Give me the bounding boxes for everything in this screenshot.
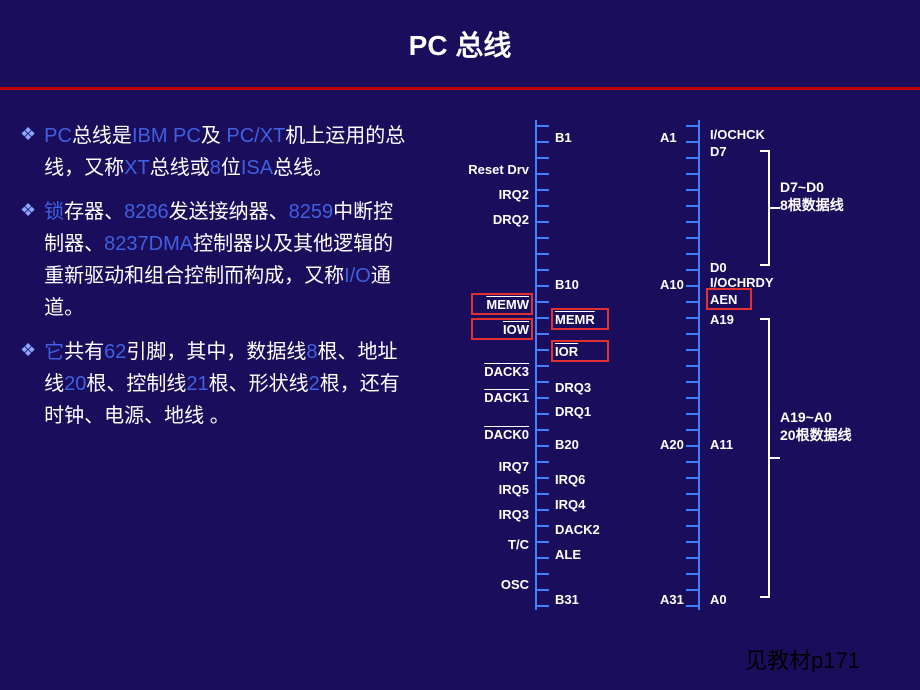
highlight-box xyxy=(551,340,609,362)
pin-label: OSC xyxy=(501,577,529,592)
pin-label: D7 xyxy=(710,144,727,159)
highlight-box xyxy=(471,318,533,340)
footer-ref: 见教材p171 xyxy=(745,643,860,675)
pin-label: A19 xyxy=(710,312,734,327)
pin-label: IRQ2 xyxy=(499,187,529,202)
pin-label: DACK0 xyxy=(484,427,529,442)
bullet-text: PC总线是IBM PC及 PC/XT机上运用的总线，又称XT总线或8位ISA总线… xyxy=(44,120,410,184)
pin-label: B1 xyxy=(555,130,572,145)
pin-label: B10 xyxy=(555,277,579,292)
bullet-icon: ❖ xyxy=(20,196,36,324)
bullet-icon: ❖ xyxy=(20,120,36,184)
pin-label: D0 xyxy=(710,260,727,275)
pin-label: IRQ3 xyxy=(499,507,529,522)
pin-label: IRQ7 xyxy=(499,459,529,474)
pin-label: A31 xyxy=(660,592,684,607)
pin-label: DRQ2 xyxy=(493,212,529,227)
text-column: ❖PC总线是IBM PC及 PC/XT机上运用的总线，又称XT总线或8位ISA总… xyxy=(20,120,420,680)
bullet-item: ❖PC总线是IBM PC及 PC/XT机上运用的总线，又称XT总线或8位ISA总… xyxy=(20,120,410,184)
pin-label: DRQ1 xyxy=(555,404,591,419)
content-area: ❖PC总线是IBM PC及 PC/XT机上运用的总线，又称XT总线或8位ISA总… xyxy=(0,90,920,690)
pin-label: DACK3 xyxy=(484,364,529,379)
diagram: Reset DrvIRQ2DRQ2MEMWIOWDACK3DACK1DACK0I… xyxy=(420,120,910,680)
page-title: PC 总线 xyxy=(409,24,512,64)
pin-label: A1 xyxy=(660,130,677,145)
highlight-box xyxy=(551,308,609,330)
pin-label: T/C xyxy=(508,537,529,552)
pin-label: IRQ6 xyxy=(555,472,585,487)
pin-label: ALE xyxy=(555,547,581,562)
pin-label: DACK1 xyxy=(484,390,529,405)
brace xyxy=(760,150,770,266)
pin-label: A10 xyxy=(660,277,684,292)
pin-label: Reset Drv xyxy=(468,162,529,177)
bullet-item: ❖锁存器、8286发送接纳器、8259中断控制器、8237DMA控制器以及其他逻… xyxy=(20,196,410,324)
bullet-item: ❖它共有62引脚，其中，数据线8根、地址线20根、控制线21根、形状线2根，还有… xyxy=(20,336,410,432)
brace-label: D7~D08根数据线 xyxy=(780,178,844,214)
brace-label: A19~A020根数据线 xyxy=(780,408,852,444)
bullet-text: 锁存器、8286发送接纳器、8259中断控制器、8237DMA控制器以及其他逻辑… xyxy=(44,196,410,324)
pin-label: A11 xyxy=(710,437,733,452)
brace xyxy=(760,318,770,598)
pin-label: B20 xyxy=(555,437,579,452)
pin-label: B31 xyxy=(555,592,579,607)
pin-label: IRQ5 xyxy=(499,482,529,497)
pin-label: DRQ3 xyxy=(555,380,591,395)
bullet-icon: ❖ xyxy=(20,336,36,432)
highlight-box xyxy=(471,293,533,315)
pin-label: I/OCHCK xyxy=(710,127,765,142)
pin-label: A20 xyxy=(660,437,684,452)
highlight-box xyxy=(706,288,752,310)
pin-label: A0 xyxy=(710,592,727,607)
title-bar: PC 总线 xyxy=(0,0,920,90)
bullet-text: 它共有62引脚，其中，数据线8根、地址线20根、控制线21根、形状线2根，还有时… xyxy=(44,336,410,432)
pin-label: IRQ4 xyxy=(555,497,585,512)
pin-label: DACK2 xyxy=(555,522,600,537)
